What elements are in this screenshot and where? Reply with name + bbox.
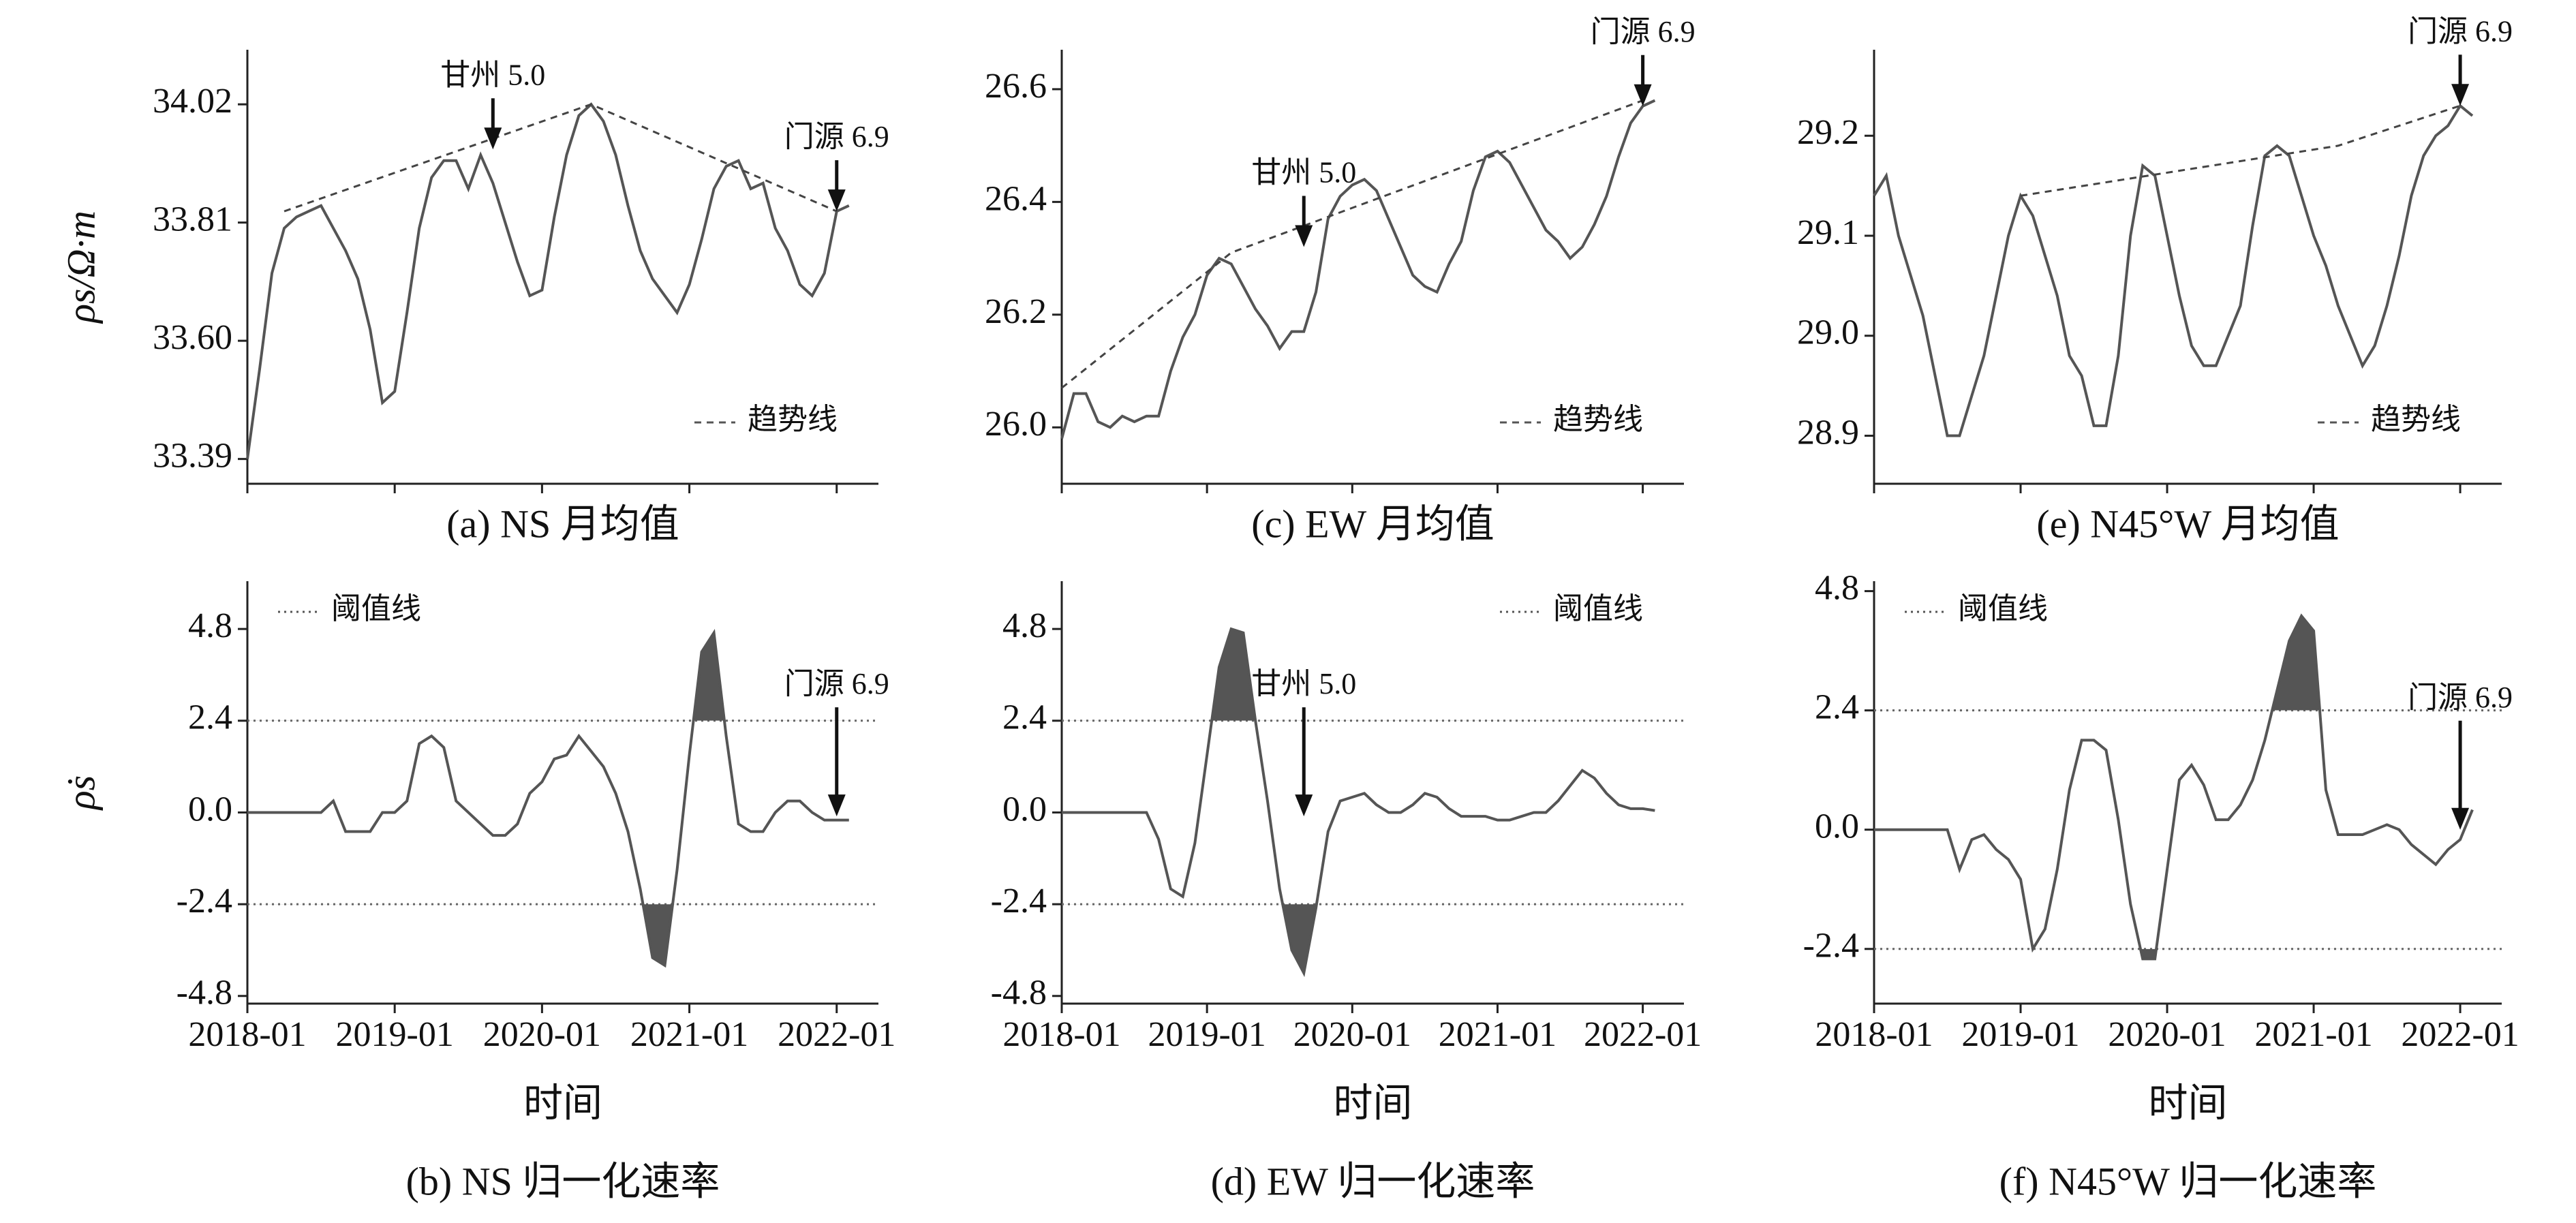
trend-line bbox=[283, 103, 838, 213]
x-axis-label: 时间 bbox=[1333, 1081, 1412, 1125]
annotation-label: 甘州 5.0 bbox=[1251, 667, 1356, 700]
annotation-label: 门源 6.9 bbox=[784, 667, 889, 700]
y-tick-label: -2.4 bbox=[991, 882, 1047, 920]
x-tick-label: 2020-01 bbox=[483, 1015, 601, 1054]
legend-label: 阈值线 bbox=[1958, 592, 2048, 625]
x-tick-label: 2022-01 bbox=[2401, 1015, 2519, 1054]
y-axis-label: ρ̇s bbox=[59, 775, 103, 811]
legend-label: 阈值线 bbox=[331, 592, 421, 625]
y-tick-label: -4.8 bbox=[177, 974, 232, 1012]
x-tick-label: 2021-01 bbox=[1439, 1015, 1557, 1054]
y-tick-label: 26.4 bbox=[985, 179, 1047, 218]
y-axis-label: ρs/Ω·m bbox=[59, 211, 103, 324]
x-tick-label: 2018-01 bbox=[1002, 1015, 1120, 1054]
caption: (c) EW 月均值 bbox=[1251, 501, 1494, 546]
caption: (d) EW 归一化速率 bbox=[1211, 1159, 1535, 1203]
exceed-area bbox=[1062, 904, 1655, 974]
y-tick-label: -2.4 bbox=[177, 882, 232, 920]
x-tick-label: 2022-01 bbox=[778, 1015, 895, 1054]
exceed-area bbox=[693, 632, 724, 721]
data-line bbox=[1060, 99, 1656, 439]
legend-label: 阈值线 bbox=[1553, 592, 1643, 625]
y-tick-label: 34.02 bbox=[153, 82, 232, 121]
arrow-head bbox=[1295, 794, 1313, 817]
x-tick-label: 2021-01 bbox=[630, 1015, 748, 1054]
y-tick-label: 29.1 bbox=[1797, 213, 1859, 252]
y-tick-label: 28.9 bbox=[1797, 413, 1859, 452]
annotation-label: 甘州 5.0 bbox=[1251, 156, 1356, 189]
arrow-head bbox=[827, 794, 846, 817]
x-tick-label: 2020-01 bbox=[1293, 1015, 1411, 1054]
y-tick-label: 2.4 bbox=[1815, 688, 1859, 727]
y-tick-label: 2.4 bbox=[188, 698, 232, 737]
y-tick-label: -2.4 bbox=[1803, 927, 1859, 965]
legend-label: 趋势线 bbox=[2371, 403, 2461, 436]
data-line bbox=[1873, 104, 2474, 437]
legend-label: 趋势线 bbox=[1553, 403, 1643, 436]
exceed-area bbox=[1212, 629, 1256, 721]
caption: (e) N45°W 月均值 bbox=[2036, 501, 2339, 546]
x-tick-label: 2020-01 bbox=[2108, 1015, 2226, 1054]
y-tick-label: 26.0 bbox=[985, 405, 1047, 444]
y-tick-label: 4.8 bbox=[1815, 569, 1859, 608]
exceed-area bbox=[247, 904, 849, 965]
annotation-label: 甘州 5.0 bbox=[440, 58, 545, 91]
caption: (b) NS 归一化速率 bbox=[406, 1159, 720, 1203]
x-axis-label: 时间 bbox=[523, 1081, 602, 1125]
arrow-head bbox=[2451, 807, 2470, 830]
trend-line bbox=[1061, 99, 1644, 389]
data-line bbox=[1062, 627, 1655, 978]
x-tick-label: 2018-01 bbox=[1815, 1015, 1933, 1054]
y-tick-label: 33.39 bbox=[153, 437, 232, 476]
annotation-label: 门源 6.9 bbox=[2408, 14, 2513, 48]
arrow-head bbox=[484, 127, 502, 150]
x-tick-label: 2018-01 bbox=[188, 1015, 306, 1054]
y-tick-label: 2.4 bbox=[1002, 698, 1047, 737]
y-tick-label: 0.0 bbox=[188, 790, 232, 829]
annotation-label: 门源 6.9 bbox=[2408, 681, 2513, 714]
exceed-area bbox=[2272, 616, 2320, 711]
x-tick-label: 2019-01 bbox=[1961, 1015, 2079, 1054]
annotation-label: 门源 6.9 bbox=[1591, 15, 1696, 48]
legend-label: 趋势线 bbox=[748, 403, 838, 436]
y-tick-label: 29.0 bbox=[1797, 313, 1859, 352]
data-line bbox=[247, 628, 849, 968]
y-tick-label: 26.6 bbox=[985, 67, 1047, 106]
y-tick-label: 4.8 bbox=[188, 606, 232, 645]
trend-line bbox=[2020, 104, 2461, 197]
y-tick-label: 0.0 bbox=[1815, 807, 1859, 846]
x-tick-label: 2019-01 bbox=[336, 1015, 454, 1054]
x-tick-label: 2021-01 bbox=[2254, 1015, 2372, 1054]
y-tick-label: 33.60 bbox=[153, 318, 232, 357]
data-line bbox=[246, 102, 850, 459]
caption: (f) N45°W 归一化速率 bbox=[1999, 1159, 2377, 1203]
x-axis-label: 时间 bbox=[2148, 1081, 2227, 1125]
arrow-head bbox=[1634, 84, 1652, 106]
y-tick-label: -4.8 bbox=[991, 974, 1047, 1012]
y-tick-label: 4.8 bbox=[1002, 606, 1047, 645]
y-tick-label: 29.2 bbox=[1797, 113, 1859, 152]
annotation-label: 门源 6.9 bbox=[784, 120, 889, 153]
y-tick-label: 33.81 bbox=[153, 200, 232, 239]
y-tick-label: 0.0 bbox=[1002, 790, 1047, 829]
arrow-head bbox=[827, 189, 846, 212]
arrow-head bbox=[1295, 225, 1313, 247]
y-tick-label: 26.2 bbox=[985, 292, 1047, 331]
x-tick-label: 2022-01 bbox=[1584, 1015, 1702, 1054]
caption: (a) NS 月均值 bbox=[446, 501, 679, 546]
exceed-area bbox=[2140, 948, 2157, 959]
data-line bbox=[1874, 613, 2474, 961]
arrow-head bbox=[2451, 84, 2470, 106]
x-tick-label: 2019-01 bbox=[1148, 1015, 1266, 1054]
